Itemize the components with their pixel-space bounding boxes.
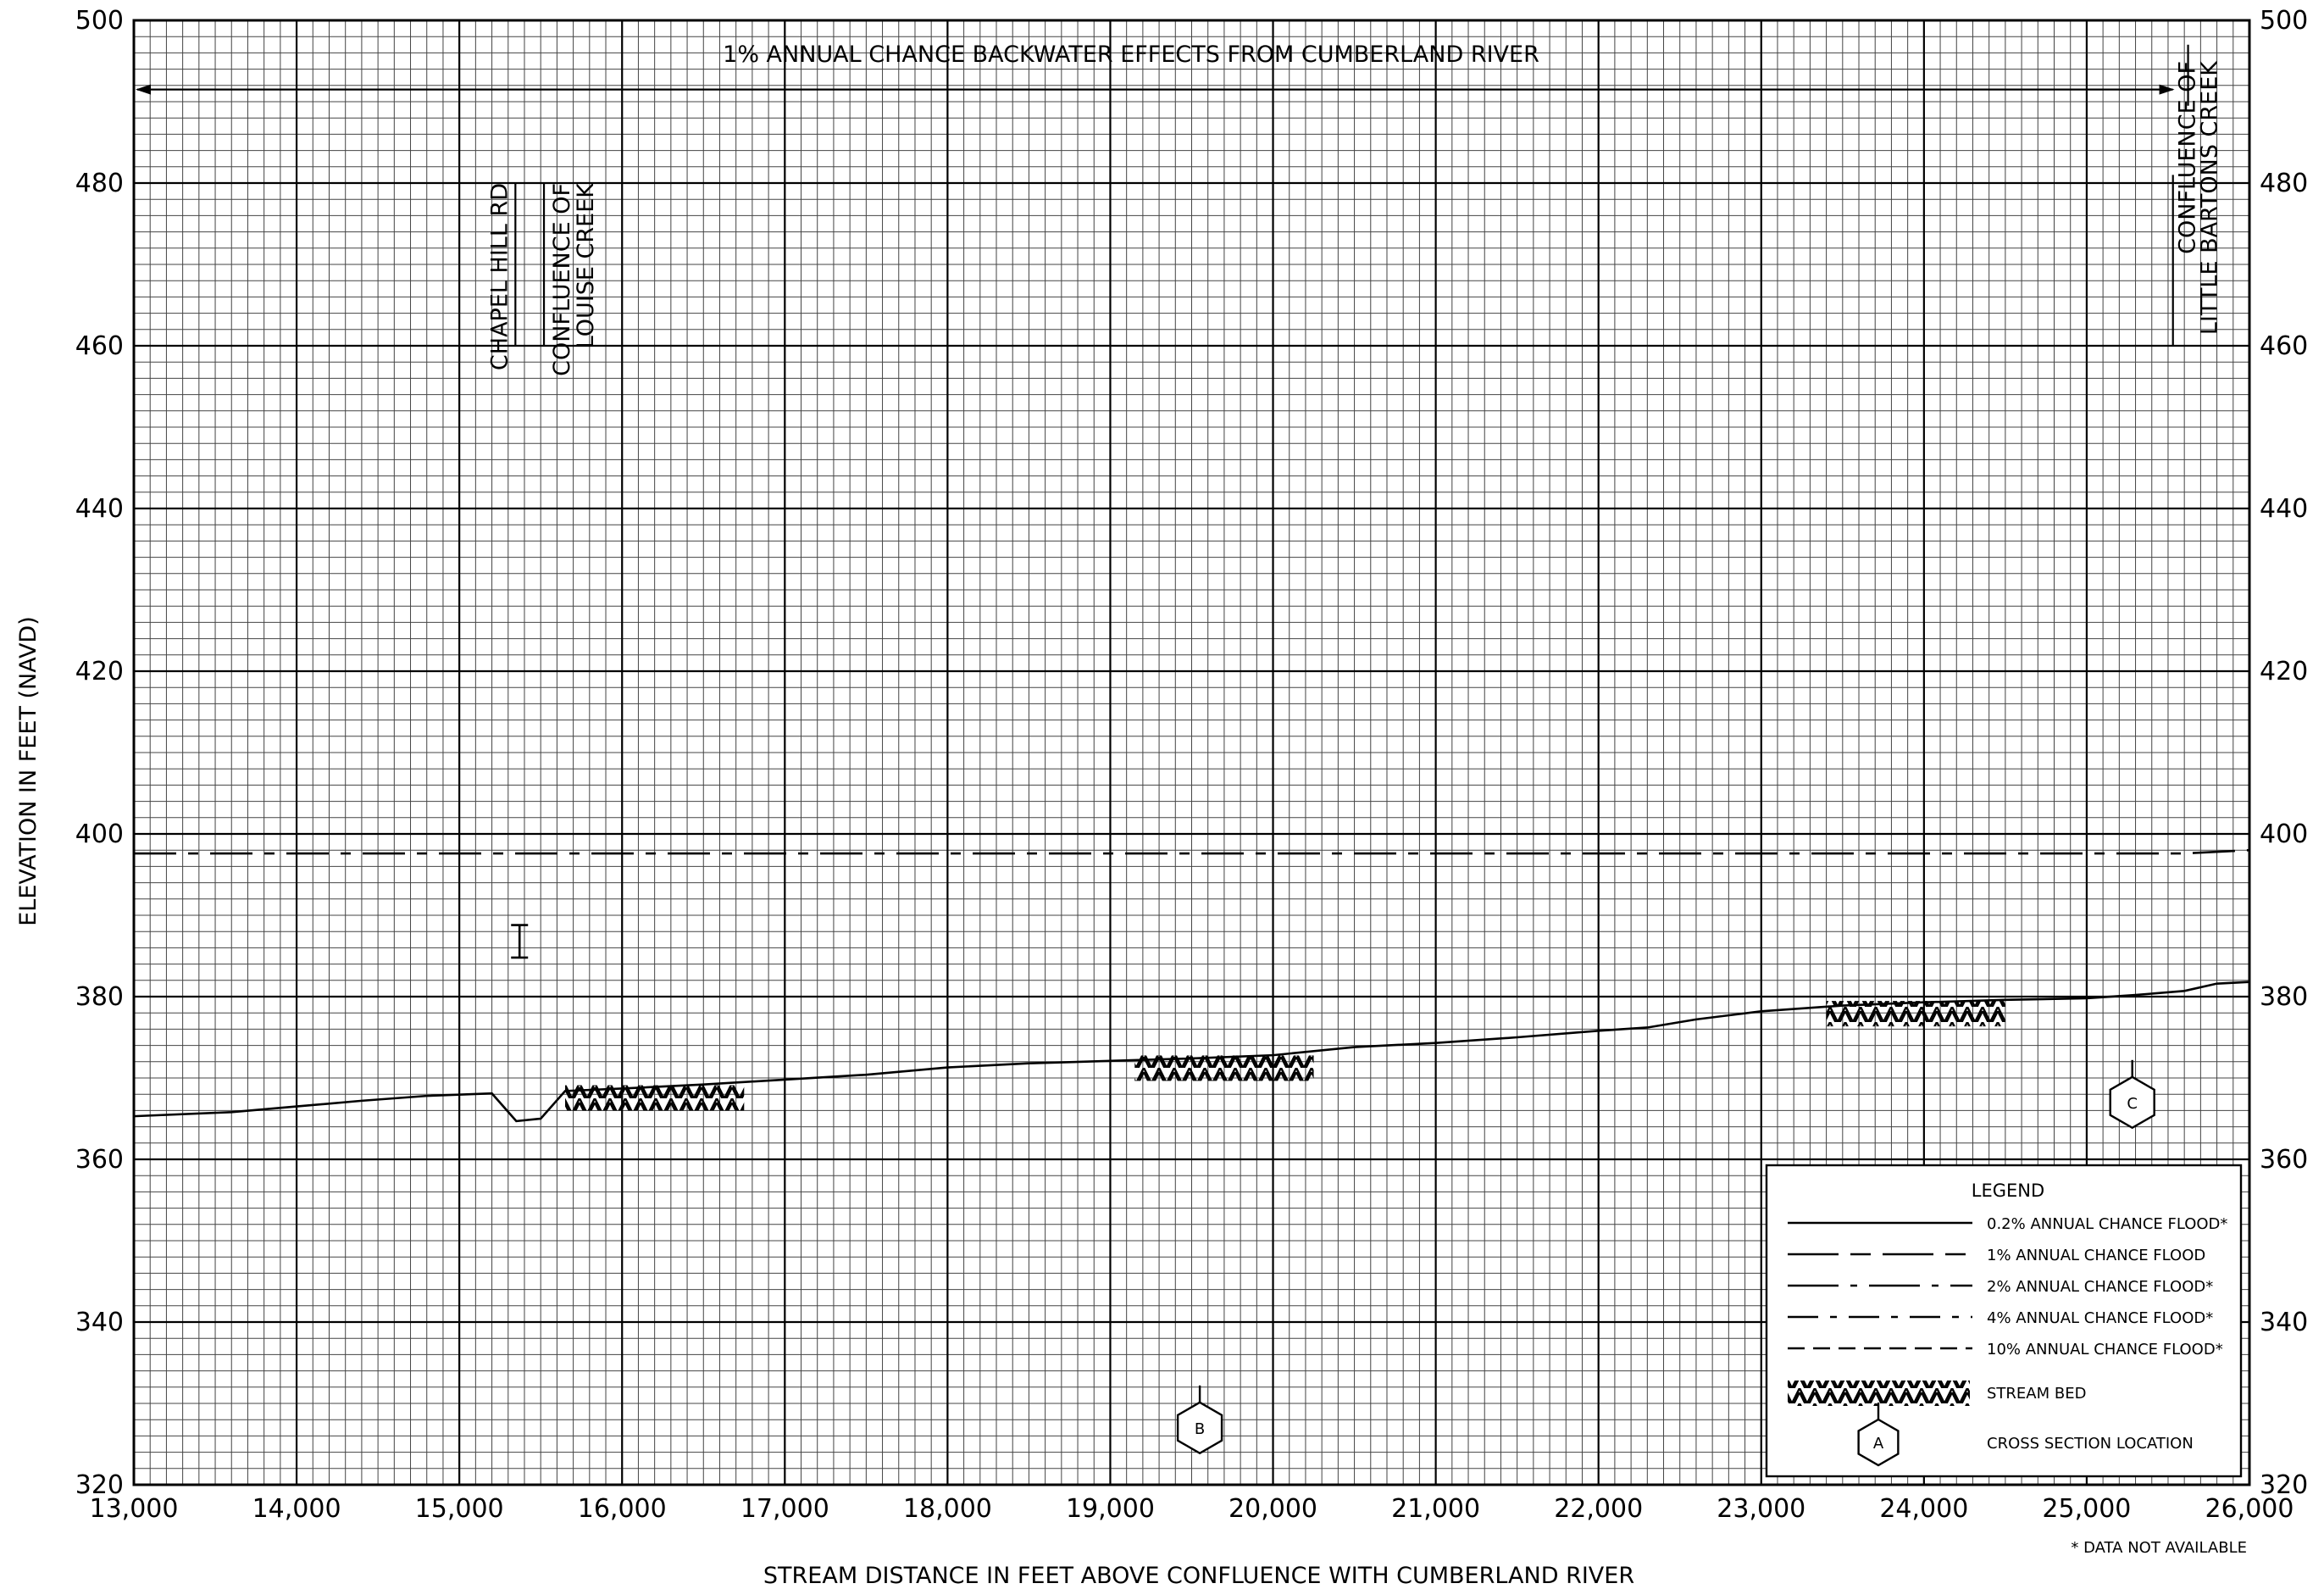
little-bartons-creek-label: LITTLE BARTONS CREEK [2197,60,2223,335]
y-tick-label-left: 320 [75,1470,124,1500]
legend-title: LEGEND [1972,1181,2044,1201]
hexagon-shape [2109,1075,2155,1130]
backwater-arrow-head-right [2159,84,2175,95]
y-tick-label-left: 500 [75,6,124,36]
y-tick-label-right: 340 [2260,1308,2308,1337]
cross-section-marker: C [2109,1059,2155,1130]
y-tick-label-right: 500 [2260,6,2308,36]
stream-bed-line [133,981,2250,1123]
chapel-hill-rd-label: CHAPEL HILL RD [486,183,513,370]
legend-entry-label: 2% ANNUAL CHANCE FLOOD* [1987,1278,2213,1296]
x-axis-title: STREAM DISTANCE IN FEET ABOVE CONFLUENCE… [763,1563,1634,1589]
legend-entry-label: 10% ANNUAL CHANCE FLOOD* [1987,1341,2223,1358]
x-tick-label: 15,000 [415,1494,504,1524]
plot-frame [132,19,2251,1486]
legend: LEGEND 0.2% ANNUAL CHANCE FLOOD* 1% ANNUAL… [1765,1164,2243,1478]
y-tick-label-left: 380 [75,982,124,1012]
backwater-note: 1% ANNUAL CHANCE BACKWATER EFFECTS FROM … [723,42,1539,68]
legend-box [1765,1164,2243,1478]
y-tick-label-right: 480 [2260,169,2308,198]
grid [132,19,2251,1486]
x-tick-label: 13,000 [90,1494,179,1524]
cross-section-label: C [2127,1095,2138,1113]
tick-labels: 13,000 14,000 15,000 16,000 17,000 18,000 19,0… [75,6,2309,1524]
legend-entry-label: 1% ANNUAL CHANCE FLOOD [1987,1247,2205,1264]
x-tick-label: 21,000 [1391,1494,1480,1524]
cross-section-marker: B [1176,1385,1223,1455]
legend-swatch-stream-bed [1788,1381,1970,1406]
x-tick-label: 16,000 [578,1494,667,1524]
louise-creek-label: CONFLUENCE OF [549,183,575,376]
x-tick-label: 18,000 [903,1494,992,1524]
series-layer [133,848,2250,1123]
legend-entry-label: CROSS SECTION LOCATION [1987,1435,2194,1453]
y-tick-label-right: 400 [2260,820,2308,849]
y-tick-label-left: 460 [75,331,124,361]
x-tick-label: 17,000 [740,1494,829,1524]
legend-entry-label: 0.2% ANNUAL CHANCE FLOOD* [1987,1215,2227,1233]
x-tick-label: 19,000 [1066,1494,1155,1524]
louise-creek-label: LOUISE CREEK [573,182,599,349]
x-tick-label: 24,000 [1879,1494,1968,1524]
y-tick-label-left: 400 [75,820,124,849]
y-tick-label-left: 420 [75,657,124,686]
x-tick-label: 22,000 [1554,1494,1643,1524]
cross-section-label: A [1873,1435,1884,1453]
x-tick-label: 23,000 [1717,1494,1805,1524]
cross-section-label: B [1195,1420,1205,1438]
legend-entry-label: 4% ANNUAL CHANCE FLOOD* [1987,1309,2213,1327]
x-tick-label: 25,000 [2042,1494,2131,1524]
one-percent-flood-line [134,848,2250,855]
x-tick-label: 26,000 [2205,1494,2294,1524]
hexagon-shape [1857,1418,1900,1467]
legend-swatch-cross-section: A [1857,1403,1900,1467]
y-axis-title: ELEVATION IN FEET (NAVD) [15,616,42,926]
y-tick-label-right: 380 [2260,982,2308,1012]
legend-entry-label: STREAM BED [1987,1385,2086,1403]
bridge-symbol [511,924,529,959]
footnote: * DATA NOT AVAILABLE [2071,1539,2247,1557]
y-tick-label-left: 360 [75,1145,124,1175]
hexagon-shape [1176,1401,1223,1455]
y-tick-label-right: 440 [2260,494,2308,524]
y-tick-label-right: 320 [2260,1470,2308,1500]
x-tick-label: 14,000 [252,1494,341,1524]
backwater-arrow-head-left [136,84,151,95]
y-tick-label-left: 480 [75,169,124,198]
y-tick-label-left: 440 [75,494,124,524]
x-tick-label: 20,000 [1229,1494,1317,1524]
y-tick-label-right: 420 [2260,657,2308,686]
y-tick-label-right: 460 [2260,331,2308,361]
y-tick-label-left: 340 [75,1308,124,1337]
y-tick-label-right: 360 [2260,1145,2308,1175]
